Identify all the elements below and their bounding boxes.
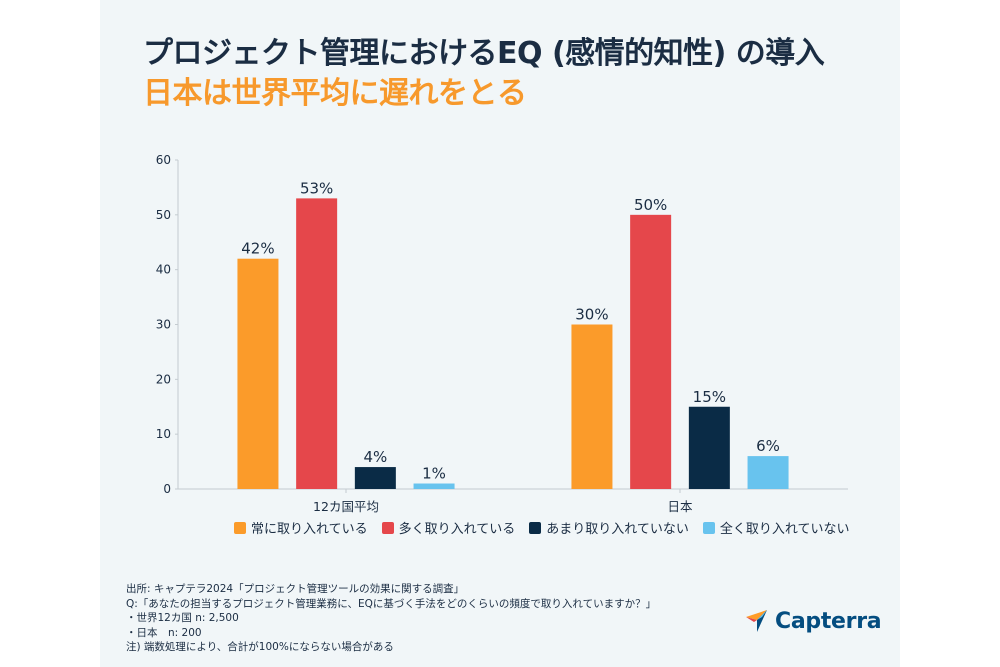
legend-swatch (381, 521, 394, 534)
y-tick-label: 0 (163, 482, 171, 496)
bar (296, 198, 338, 489)
legend-item: 多く取り入れている (381, 518, 516, 537)
bar (747, 456, 789, 489)
sample-global-line: ・世界12カ国 n: 2,500 (126, 612, 239, 624)
legend-label: 全く取り入れていない (719, 522, 850, 537)
bar (413, 483, 455, 489)
data-label: 6% (756, 437, 780, 455)
legend: 常に取り入れている 多く取り入れている あまり取り入れていない 全く取り入れてい… (234, 518, 850, 537)
legend-label: あまり取り入れていない (546, 522, 689, 537)
bar (237, 258, 279, 489)
legend-swatch (702, 521, 715, 534)
data-label: 30% (575, 306, 608, 324)
rounding-note-line: 注) 端数処理により、合計が100%にならない場合がある (126, 641, 394, 653)
capterra-logo: Capterra (745, 608, 882, 634)
x-tick-label: 日本 (667, 499, 693, 514)
chart-title: プロジェクト管理におけるEQ (感情的知性) の導入 (143, 36, 825, 71)
legend-label: 常に取り入れている (251, 522, 368, 537)
capterra-arrow-icon (746, 610, 767, 632)
chart-subtitle: 日本は世界平均に遅れをとる (143, 76, 527, 111)
logo-text: Capterra (775, 608, 882, 634)
data-label: 42% (241, 240, 274, 258)
question-line: Q:「あなたの担当するプロジェクト管理業務に、EQに基づく手法をどのくらいの頻度… (126, 597, 657, 610)
y-tick-label: 10 (156, 427, 171, 441)
sample-japan-line: ・日本 n: 200 (126, 626, 202, 639)
bar (571, 324, 613, 489)
legend-swatch (234, 521, 246, 534)
y-tick-label: 30 (156, 318, 171, 332)
source-notes: 出所: キャプテラ2024「プロジェクト管理ツールの効果に関する調査」 Q:「あ… (126, 582, 656, 655)
data-label: 50% (634, 196, 667, 214)
x-tick-label: 12カ国平均 (313, 499, 379, 514)
axes: 0 10 20 30 40 50 60 12カ国平均 日本 (156, 153, 848, 514)
bar (688, 406, 730, 489)
data-label: 1% (422, 465, 446, 483)
data-labels: 42% 53% 4% 1% 30% 50% 15% 6% (241, 179, 780, 482)
data-label: 53% (300, 179, 333, 197)
y-tick-label: 40 (156, 263, 171, 277)
data-label: 4% (363, 448, 387, 466)
y-tick-label: 20 (156, 372, 171, 386)
y-tick-label: 50 (156, 208, 171, 222)
legend-item: 全く取り入れていない (702, 518, 850, 537)
legend-label: 多く取り入れている (398, 522, 516, 537)
y-tick-label: 60 (156, 153, 171, 167)
legend-item: 常に取り入れている (234, 518, 368, 537)
legend-item: あまり取り入れていない (529, 518, 689, 537)
legend-swatch (529, 521, 542, 534)
bar (354, 467, 396, 489)
bars (237, 198, 789, 490)
data-label: 15% (693, 388, 726, 406)
infographic-card (100, 0, 900, 667)
source-line: 出所: キャプテラ2024「プロジェクト管理ツールの効果に関する調査」 (126, 583, 465, 595)
bar (630, 214, 672, 490)
